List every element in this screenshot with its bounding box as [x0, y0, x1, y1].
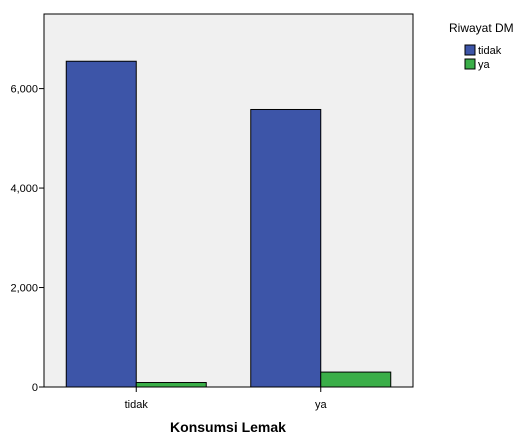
y-tick-label: 0 [32, 382, 38, 394]
bar-ya-tidak [135, 382, 207, 388]
legend: Riwayat DM tidak ya [449, 21, 514, 71]
y-axis: 0 2,000 4,000 6,000 [10, 84, 44, 394]
legend-label-tidak: tidak [478, 45, 502, 57]
bar-tidak-tidak [65, 60, 137, 388]
y-tick-label: 6,000 [10, 84, 38, 96]
x-axis: tidak ya [125, 387, 328, 411]
bar-tidak-ya [250, 108, 322, 388]
y-tick-label: 2,000 [10, 283, 38, 295]
x-tick-label: tidak [125, 399, 149, 411]
x-axis-title: Konsumsi Lemak [170, 419, 286, 434]
bars-group [65, 60, 392, 388]
y-tick-label: 4,000 [10, 183, 38, 195]
legend-swatch-tidak [464, 44, 476, 56]
legend-swatch-ya [464, 58, 476, 70]
legend-label-ya: ya [478, 59, 491, 71]
legend-title: Riwayat DM [449, 21, 514, 35]
x-tick-label: ya [315, 399, 328, 411]
bar-ya-ya [320, 371, 392, 388]
